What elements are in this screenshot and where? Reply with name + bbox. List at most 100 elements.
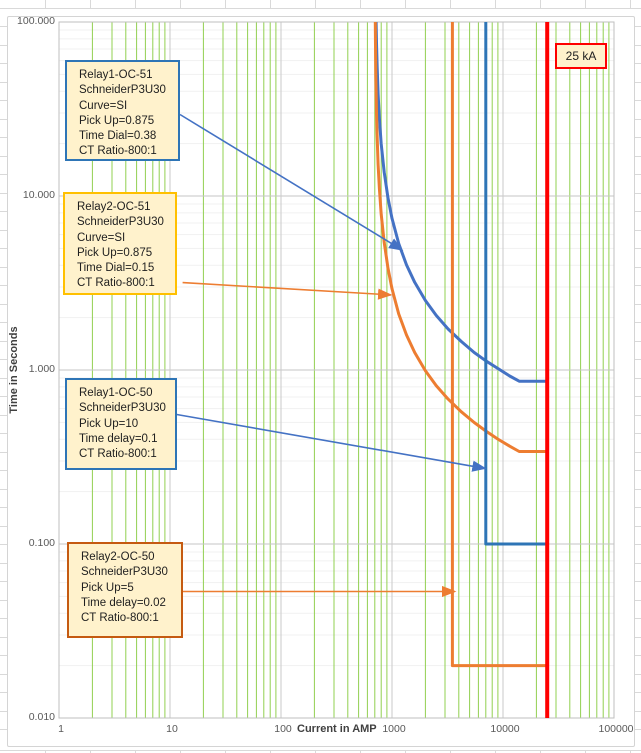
worksheet-gridline	[0, 285, 7, 286]
worksheet-gridline	[634, 248, 641, 249]
worksheet-gridline	[634, 507, 641, 508]
worksheet-gridline	[0, 359, 7, 360]
worksheet-gridline	[270, 0, 271, 8]
worksheet-gridline	[634, 692, 641, 693]
y-tick-label: 1.000	[28, 363, 55, 375]
fault-level-label[interactable]: 25 kA	[555, 43, 607, 69]
callout-line: Relay2-OC-51	[77, 201, 151, 213]
worksheet-gridline	[634, 600, 641, 601]
worksheet-gridline	[0, 618, 7, 619]
worksheet-gridline	[634, 359, 641, 360]
worksheet-gridline	[634, 674, 641, 675]
worksheet-gridline	[634, 378, 641, 379]
worksheet-gridline	[0, 452, 7, 453]
y-tick-label: 100.000	[17, 15, 55, 27]
x-tick-label: 100	[274, 723, 292, 735]
x-tick-label: 1000	[382, 723, 406, 735]
x-tick-label: 10000	[490, 723, 520, 735]
worksheet-gridline	[630, 0, 631, 8]
callout-line: Curve=SI	[79, 99, 128, 112]
x-tick-label: 1	[58, 723, 64, 735]
worksheet-gridline	[634, 655, 641, 656]
worksheet-gridline	[225, 751, 226, 753]
worksheet-gridline	[315, 751, 316, 753]
leader-arrow	[176, 413, 487, 472]
worksheet-gridline	[634, 137, 641, 138]
worksheet-gridline	[634, 563, 641, 564]
worksheet-gridline	[315, 0, 316, 8]
series-line[interactable]	[484, 22, 548, 546]
worksheet-gridline	[360, 0, 361, 8]
worksheet-gridline	[45, 0, 46, 8]
worksheet-gridline	[634, 341, 641, 342]
worksheet-gridline	[0, 396, 7, 397]
series-line[interactable]	[374, 21, 548, 383]
worksheet-gridline	[495, 0, 496, 8]
series-line[interactable]	[373, 21, 548, 453]
worksheet-gridline	[360, 751, 361, 753]
callout-line: Pick Up=0.875	[79, 114, 155, 127]
worksheet-gridline	[0, 711, 7, 712]
worksheet-gridline	[0, 304, 7, 305]
callout-line: Time Dial=0.38	[79, 130, 157, 143]
worksheet-gridline	[0, 470, 7, 471]
worksheet-gridline	[450, 0, 451, 8]
worksheet-gridline	[0, 563, 7, 564]
worksheet-gridline	[90, 751, 91, 753]
y-tick-label: 0.100	[28, 537, 55, 549]
callout-line: Curve=SI	[77, 231, 126, 244]
worksheet-gridline	[0, 544, 7, 545]
worksheet-gridline	[0, 415, 7, 416]
callout-line: Time delay=0.1	[79, 432, 158, 445]
worksheet-gridline	[405, 751, 406, 753]
worksheet-gridline	[135, 0, 136, 8]
worksheet-gridline	[405, 0, 406, 8]
worksheet-gridline	[634, 45, 641, 46]
worksheet-gridline	[270, 751, 271, 753]
callout-line: Pick Up=0.875	[77, 246, 153, 259]
worksheet-gridline	[0, 119, 7, 120]
worksheet-gridline	[634, 581, 641, 582]
callout-line: Pick Up=10	[79, 417, 139, 430]
callout-relay1-oc50[interactable]: Relay1-OC-50 SchneiderP3U30 Pick Up=10 Time…	[65, 378, 177, 470]
callout-line: CT Ratio-800:1	[81, 612, 159, 625]
callout-line: CT Ratio-800:1	[79, 145, 157, 158]
worksheet-gridline	[634, 729, 641, 730]
callout-relay2-oc50[interactable]: Relay2-OC-50 SchneiderP3U30 Pick Up=5 Time …	[67, 542, 183, 638]
leader-arrow	[179, 113, 404, 251]
worksheet-gridline	[540, 751, 541, 753]
worksheet-gridline	[0, 248, 7, 249]
fault-level-text: 25 kA	[565, 49, 597, 63]
callout-line: CT Ratio-800:1	[77, 277, 155, 290]
worksheet-gridline	[634, 618, 641, 619]
callout-line: Time delay=0.02	[81, 596, 166, 609]
callout-relay2-oc51[interactable]: Relay2-OC-51 SchneiderP3U30 Curve=SI Pick U…	[63, 192, 177, 295]
worksheet-gridline	[0, 174, 7, 175]
y-tick-label: 0.010	[28, 711, 55, 723]
worksheet-gridline	[634, 470, 641, 471]
worksheet-gridline	[634, 193, 641, 194]
worksheet-gridline	[450, 751, 451, 753]
callout-relay1-oc51[interactable]: Relay1-OC-51 SchneiderP3U30 Curve=SI Pick U…	[65, 60, 180, 161]
worksheet-gridline	[634, 230, 641, 231]
worksheet-gridline	[634, 637, 641, 638]
callout-line: Relay2-OC-50	[81, 551, 155, 563]
worksheet-gridline	[0, 193, 7, 194]
worksheet-gridline	[0, 82, 7, 83]
callout-line: SchneiderP3U30	[79, 84, 166, 97]
series-line[interactable]	[450, 22, 548, 668]
worksheet-gridline	[634, 82, 641, 83]
x-tick-label: 100000	[598, 723, 634, 735]
y-axis-title: Time in Seconds	[8, 326, 20, 414]
worksheet-gridline	[0, 600, 7, 601]
worksheet-gridline	[634, 322, 641, 323]
callout-line: Relay1-OC-50	[79, 387, 153, 399]
worksheet-gridline	[0, 156, 7, 157]
callout-line: CT Ratio-800:1	[79, 448, 157, 461]
x-tick-label: 10	[166, 723, 178, 735]
worksheet-gridline	[0, 526, 7, 527]
worksheet-gridline	[634, 415, 641, 416]
worksheet-gridline	[634, 544, 641, 545]
callout-line: Pick Up=5	[81, 581, 134, 594]
